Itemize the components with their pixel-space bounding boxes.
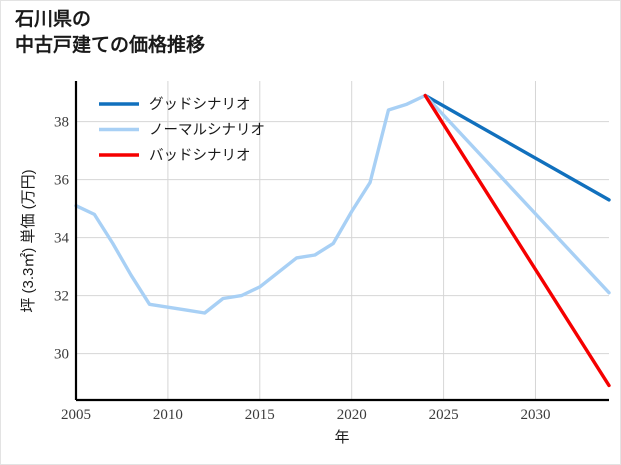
y-tick-label: 38 [54, 115, 69, 131]
x-tick-label: 2025 [429, 407, 459, 423]
x-tick-label: 2020 [337, 407, 367, 423]
y-tick-label: 36 [54, 173, 70, 189]
series-line-good [423, 93, 611, 202]
y-axis-title: 坪 (3.3㎡) 単価 (万円) [20, 169, 37, 312]
y-tick-label: 30 [54, 347, 69, 363]
legend-label-normal: ノーマルシナリオ [149, 123, 265, 139]
y-tick-label: 32 [54, 289, 69, 305]
legend-label-good: グッドシナリオ [149, 96, 251, 113]
chart-title-line-2: 中古戸建ての価格推移 [15, 34, 206, 56]
chart-title-line-1: 石川県の [15, 9, 92, 30]
chart-title: 石川県の 中古戸建ての価格推移 [15, 7, 205, 58]
x-tick-label: 2030 [520, 407, 550, 423]
x-tick-label: 2015 [245, 407, 275, 423]
y-tick-labels: 30 32 34 36 38 [54, 115, 70, 363]
series-group [74, 93, 611, 388]
x-tick-label: 2005 [61, 407, 91, 423]
legend-label-bad: バッドシナリオ [149, 148, 251, 164]
gridlines-group [75, 81, 609, 400]
x-tick-label: 2010 [153, 407, 183, 423]
x-axis-title: 年 [334, 429, 349, 446]
series-line-bad [423, 93, 611, 388]
axis-spines [74, 81, 609, 402]
y-tick-label: 34 [54, 231, 70, 247]
x-tick-labels: 2005 2010 2015 2020 2025 2030 [61, 407, 550, 423]
series-line-normal [74, 93, 611, 315]
